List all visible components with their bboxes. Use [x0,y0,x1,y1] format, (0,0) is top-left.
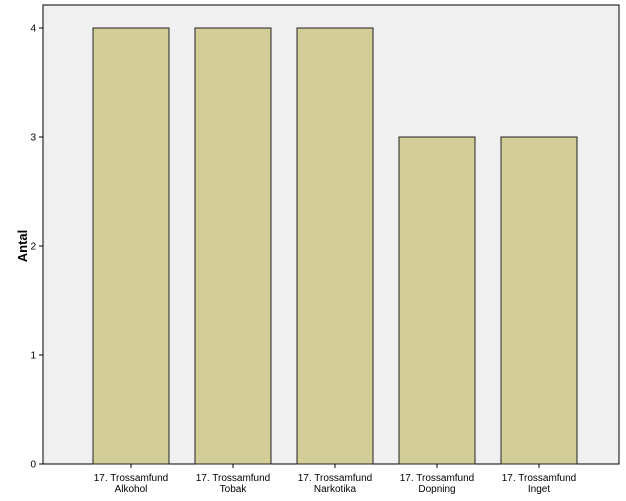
x-tick-label: Alkohol [115,484,148,495]
x-tick-label: Narkotika [314,484,357,495]
x-tick-label: 17. Trossamfund [298,473,372,484]
bar [92,27,170,465]
bars [92,27,578,465]
x-tick-label: 17. Trossamfund [94,473,168,484]
y-axis: 0 1 2 3 4 [30,24,43,471]
x-tick-label: 17. Trossamfund [502,473,576,484]
bar [500,136,578,465]
x-tick-label: Inget [528,484,550,495]
bar [398,136,476,465]
x-tick-label: 17. Trossamfund [400,473,474,484]
y-tick-label: 0 [30,460,36,471]
y-tick-label: 3 [30,133,36,144]
y-tick-label: 2 [30,242,36,253]
bar [296,27,374,465]
y-tick-label: 4 [30,24,36,35]
bar [194,27,272,465]
x-tick-label: Tobak [220,484,248,495]
y-axis-title: Antal [15,230,30,263]
x-tick-label: 17. Trossamfund [196,473,270,484]
y-tick-label: 1 [30,351,36,362]
x-tick-label: Dopning [418,484,455,495]
